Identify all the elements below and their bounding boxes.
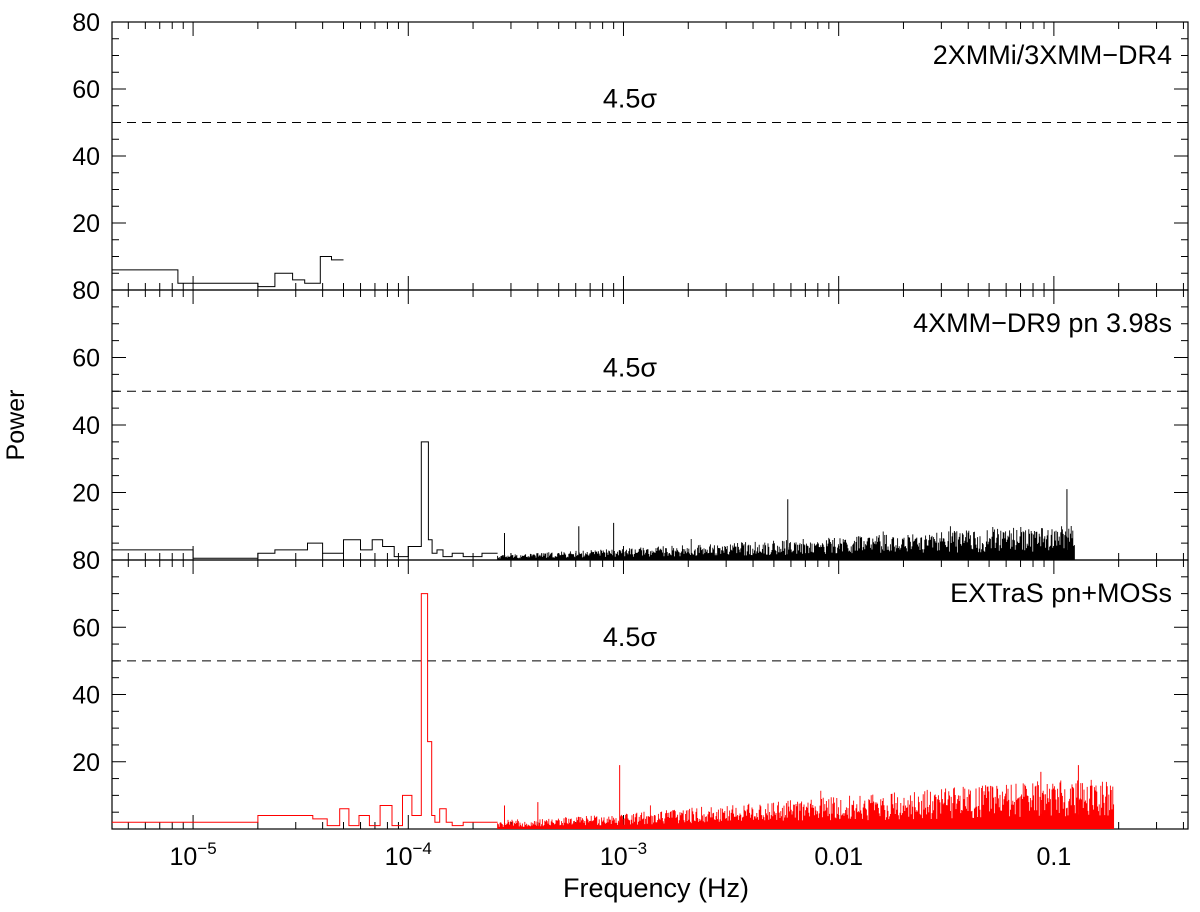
y-tick-label: 40 bbox=[72, 682, 100, 710]
y-axis-label: Power bbox=[2, 390, 30, 461]
y-tick-label: 40 bbox=[72, 412, 100, 440]
panel-label: 4XMM−DR9 pn 3.98s bbox=[913, 308, 1172, 338]
power-noise bbox=[497, 526, 1075, 560]
y-tick-label: 20 bbox=[72, 480, 100, 508]
y-tick-label: 80 bbox=[72, 547, 100, 575]
x-tick-label: 0.01 bbox=[814, 843, 863, 871]
y-tick-label: 60 bbox=[72, 614, 100, 642]
power-noise bbox=[497, 779, 1115, 829]
y-tick-label: 40 bbox=[72, 143, 100, 171]
y-tick-label: 60 bbox=[72, 345, 100, 373]
x-tick-label: 10−3 bbox=[600, 839, 647, 871]
x-tick-label: 10−5 bbox=[169, 839, 216, 871]
threshold-label: 4.5σ bbox=[603, 622, 658, 652]
x-axis-label: Frequency (Hz) bbox=[563, 873, 749, 903]
x-tick-label: 10−4 bbox=[385, 839, 432, 871]
panel-3: 20 40 60 80 4.5σ EXTraS pn+MOSs bbox=[72, 547, 1189, 830]
y-tick-label: 80 bbox=[72, 277, 100, 305]
power-series bbox=[112, 593, 498, 827]
y-tick-label: 20 bbox=[72, 210, 100, 238]
power-series bbox=[112, 256, 344, 288]
threshold-label: 4.5σ bbox=[603, 352, 658, 382]
panel-label: EXTraS pn+MOSs bbox=[950, 578, 1172, 608]
panel-1: 20 40 60 80 4.5σ 2XMMi/3XMM−DR4 bbox=[72, 9, 1189, 291]
y-tick-label: 20 bbox=[72, 749, 100, 777]
x-tick-label: 0.1 bbox=[1036, 843, 1071, 871]
threshold-label: 4.5σ bbox=[603, 84, 658, 114]
panel-label: 2XMMi/3XMM−DR4 bbox=[933, 40, 1172, 70]
power-series bbox=[112, 441, 498, 559]
y-tick-label: 60 bbox=[72, 76, 100, 104]
y-tick-label: 80 bbox=[72, 9, 100, 37]
panel-2: 20 40 60 80 4.5σ 4XMM−DR9 pn 3.98s bbox=[72, 277, 1189, 561]
